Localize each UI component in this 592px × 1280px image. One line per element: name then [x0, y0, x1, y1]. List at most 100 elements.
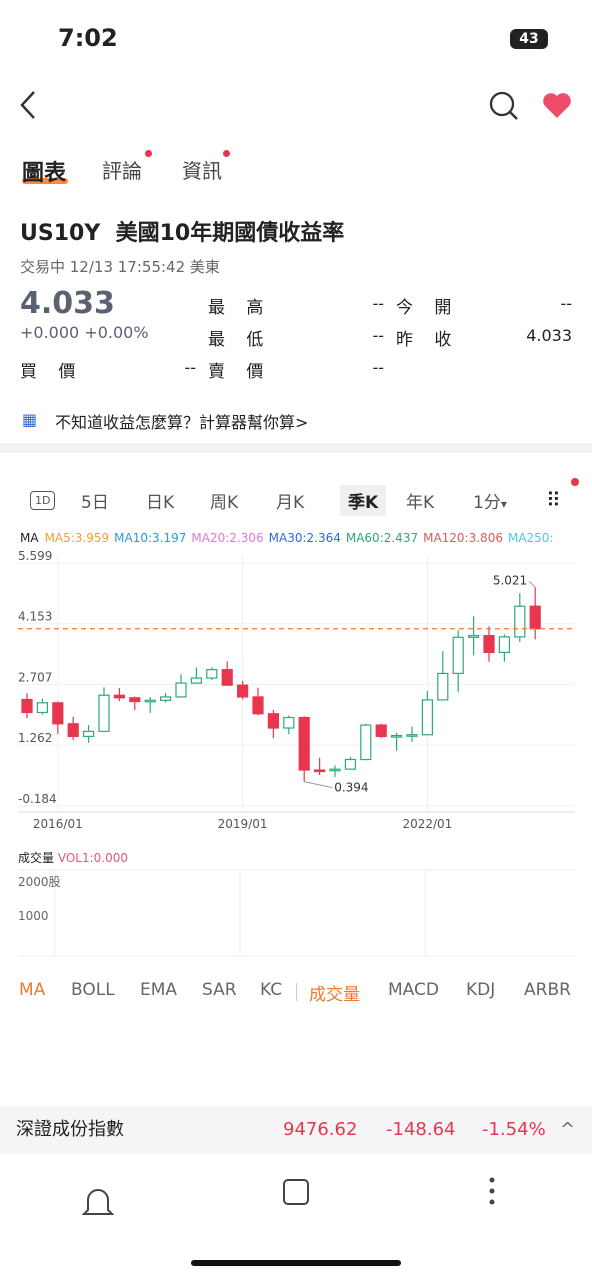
candle-body [514, 605, 526, 638]
ma-item: MA60:2.437 [345, 531, 419, 545]
change: +0.000 +0.00% [20, 323, 149, 342]
caret: ▾ [500, 497, 507, 511]
trade-state: 交易中 12/13 17:55:42 美東 [20, 258, 220, 276]
field-label: 最 高 [208, 298, 272, 318]
candle-body [252, 696, 264, 715]
y-tick-label: -0.184 [18, 792, 57, 806]
candle-body [329, 768, 341, 772]
candle-body [190, 677, 202, 684]
candle-body [391, 734, 403, 738]
ma-item: MA120:3.806 [423, 531, 503, 545]
y-tick-label: 4.153 [18, 610, 52, 624]
period[interactable]: 1分▾ [473, 493, 507, 513]
indicator[interactable]: KDJ [466, 980, 496, 1000]
period[interactable]: 月K [276, 493, 305, 513]
ticker-price: 9476.62 [283, 1119, 358, 1140]
candle-body [206, 669, 218, 679]
share[interactable] [283, 1179, 309, 1205]
indicator[interactable]: SAR [202, 980, 237, 1000]
tab[interactable]: 評論 [102, 159, 142, 183]
candle-body [175, 682, 187, 698]
calculator-link[interactable]: 不知道收益怎麼算？計算器幫你算> [55, 413, 309, 432]
candle-body [314, 769, 326, 773]
vol-title: 成交量 [18, 851, 55, 865]
candle-body [283, 716, 295, 729]
toolbar [81, 1177, 495, 1266]
period[interactable]: 季K [340, 485, 387, 516]
candle-body [360, 724, 372, 761]
symbol-code: US10Y [20, 221, 101, 246]
candle-body [375, 724, 387, 738]
candle-body [98, 694, 110, 732]
candle-body [237, 684, 249, 698]
candle-body [129, 697, 141, 703]
y-tick-label: 1.262 [18, 731, 52, 745]
annotation-leader [304, 781, 333, 789]
period[interactable]: 周K [210, 493, 239, 513]
candle-body [82, 730, 95, 738]
indicator[interactable]: EMA [140, 980, 178, 1000]
field-value: -- [372, 294, 384, 313]
ticker-bar[interactable]: 深證成份指數 9476.62 -148.64 -1.54% ^ [0, 1106, 592, 1154]
candle-body [52, 702, 64, 725]
favorite[interactable] [543, 93, 571, 118]
tab[interactable]: 資訊 [182, 159, 222, 183]
vol-tick: 1000 [18, 909, 49, 923]
indicator[interactable]: MA [19, 980, 46, 1000]
field-label: 買 價 [20, 362, 84, 382]
indicator[interactable]: MACD [388, 980, 439, 1000]
candle-body [344, 758, 356, 770]
candle-body [144, 699, 156, 703]
price: 4.033 [20, 286, 115, 321]
x-tick-label: 2019/01 [218, 817, 268, 831]
symbol-name: 美國10年期國債收益率 [115, 221, 345, 246]
more[interactable] [489, 1199, 495, 1205]
candle-body [529, 605, 541, 630]
ma-item: MA [20, 531, 39, 545]
indicator[interactable]: 成交量 [309, 985, 360, 1005]
ma-item: MA5:3.959 [44, 531, 110, 545]
more-grid[interactable]: ⠿ [546, 488, 561, 512]
field-label: 最 低 [208, 330, 272, 350]
divider [0, 443, 592, 453]
alert[interactable] [81, 1189, 115, 1215]
indicator[interactable]: ARBR [524, 980, 571, 1000]
search[interactable] [489, 91, 515, 117]
ticker-name: 深證成份指數 [16, 1119, 124, 1140]
calc-icon[interactable]: ▦ [22, 410, 38, 429]
dot [145, 150, 152, 157]
tab[interactable]: 圖表 [22, 161, 67, 186]
candle-body [221, 669, 233, 686]
field-value: -- [372, 358, 384, 377]
time: 7:02 [58, 24, 118, 52]
candle-body [406, 734, 418, 737]
period[interactable]: 5日 [81, 493, 109, 513]
period[interactable]: 年K [406, 493, 435, 513]
ma-item: MA250: [507, 531, 554, 545]
indicator[interactable]: BOLL [71, 980, 115, 1000]
candle-body [160, 696, 172, 701]
candle-body [437, 672, 449, 701]
back[interactable] [20, 91, 35, 119]
ticker-change: -148.64 [386, 1119, 456, 1140]
nav-icons [20, 91, 571, 120]
period[interactable]: 日K [146, 493, 175, 513]
indicator[interactable]: KC [260, 980, 283, 1000]
candle-body [36, 702, 49, 714]
y-tick-label: 2.707 [18, 670, 52, 684]
ticker-caret: ^ [560, 1119, 576, 1140]
field-label: 昨 收 [396, 330, 460, 350]
vol-tick: 2000股 [18, 875, 61, 889]
period[interactable]: 1D [30, 491, 56, 510]
field-value: 4.033 [526, 326, 572, 345]
dot [223, 150, 230, 157]
ma-item: MA10:3.197 [114, 531, 187, 545]
ticker-pct: -1.54% [482, 1119, 546, 1140]
ma-item: MA30:2.364 [268, 531, 341, 545]
y-tick-label: 5.599 [18, 549, 52, 563]
dot [571, 478, 579, 486]
candle-body [468, 635, 480, 638]
high-annotation: 5.021 [493, 573, 527, 587]
ma-legend: MA MA5:3.959 MA10:3.197 MA20:2.306 MA30:2.36… [20, 531, 558, 545]
volume-title: 成交量 VOL1:0.000 [18, 849, 128, 866]
